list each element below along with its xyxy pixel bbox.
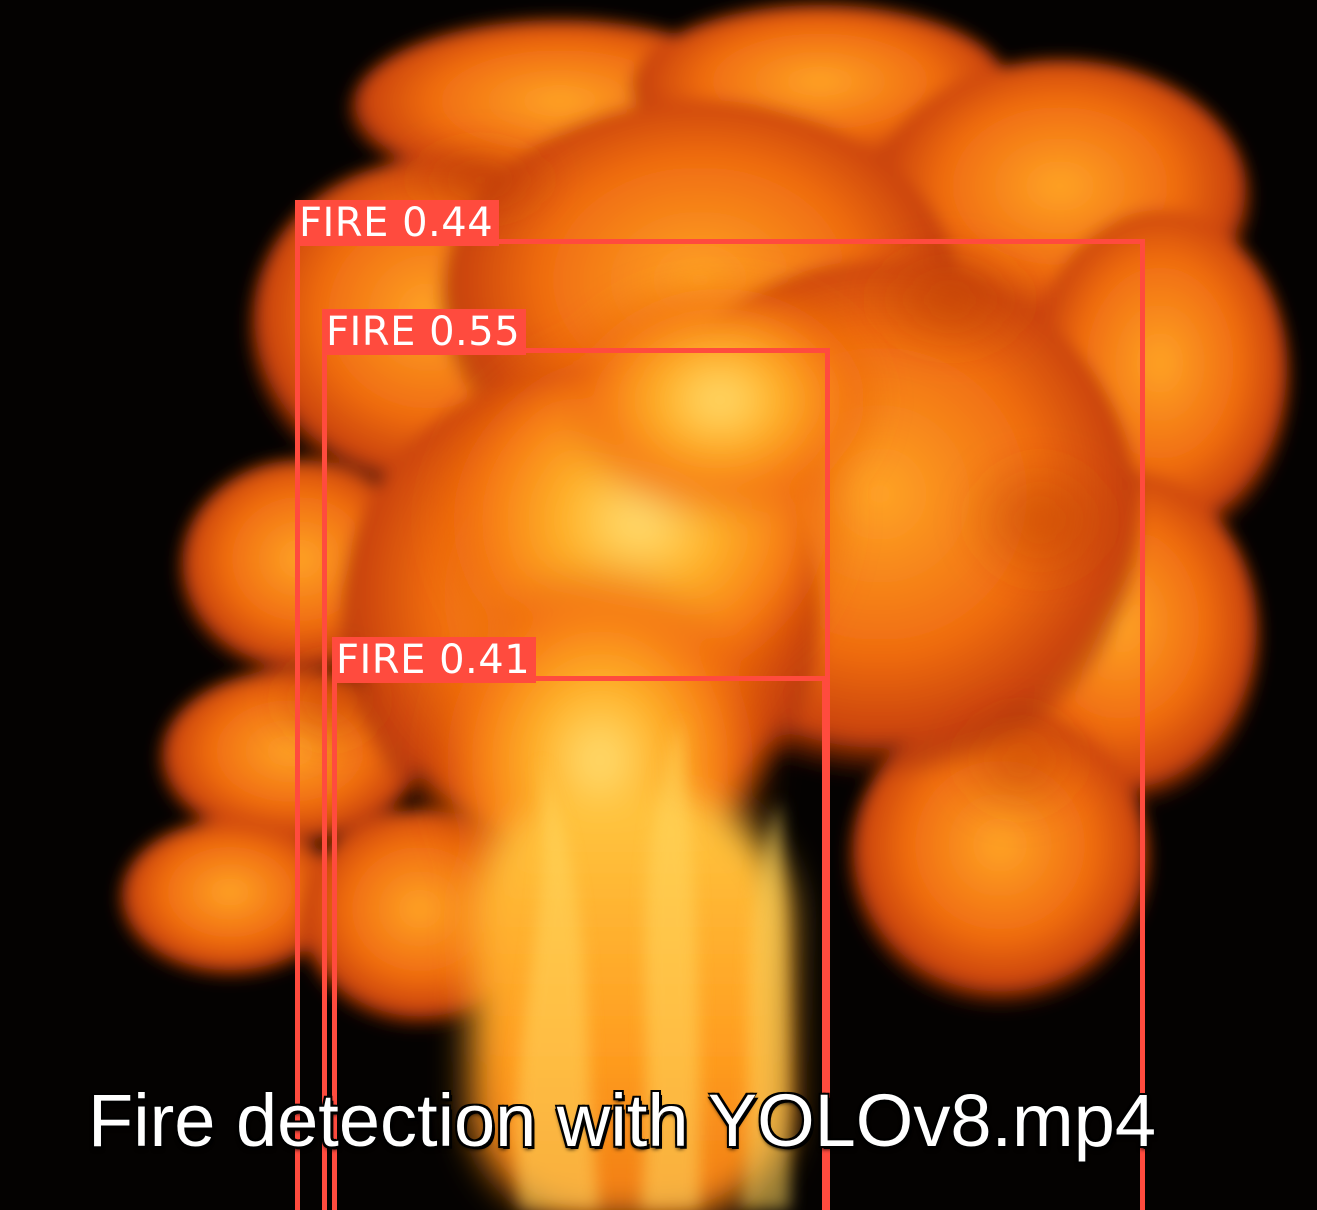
detection-box-3 (332, 676, 827, 1210)
video-filename-caption: Fire detection with YOLOv8.mp4 (88, 1079, 1157, 1162)
detection-box-1 (295, 239, 1145, 1210)
detection-label-3: FIRE 0.41 (332, 637, 537, 683)
detection-label-2: FIRE 0.55 (322, 309, 527, 355)
detection-label-1: FIRE 0.44 (295, 200, 500, 246)
detection-box-2 (322, 348, 830, 1210)
